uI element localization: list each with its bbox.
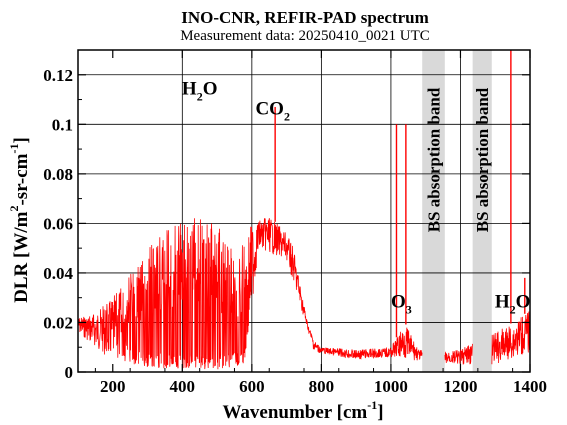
y-tick-label-2: 0.04 bbox=[43, 264, 73, 283]
x-tick-label-5: 1200 bbox=[443, 377, 477, 396]
x-axis-label: Wavenumber [cm-1] bbox=[222, 398, 383, 423]
y-tick-label-3: 0.06 bbox=[43, 214, 73, 233]
annotation-3: H2O bbox=[495, 292, 531, 317]
x-tick-label-2: 600 bbox=[239, 377, 265, 396]
y-axis-label: DLR [W/m2-sr-cm-1] bbox=[7, 137, 32, 303]
chart-title: INO-CNR, REFIR-PAD spectrum bbox=[181, 8, 429, 27]
spectrum-trace bbox=[77, 50, 531, 370]
x-tick-label-4: 1000 bbox=[374, 377, 408, 396]
annotation-1: CO2 bbox=[255, 98, 290, 123]
band-label-1: BS absorption band bbox=[473, 87, 492, 232]
y-tick-label-5: 0.1 bbox=[52, 115, 73, 134]
y-tick-label-0: 0 bbox=[65, 363, 74, 382]
y-tick-label-4: 0.08 bbox=[43, 165, 73, 184]
spectrum-line bbox=[77, 218, 531, 370]
annotation-2: O3 bbox=[391, 292, 412, 317]
annotation-0: H2O bbox=[182, 79, 218, 104]
x-tick-label-1: 400 bbox=[170, 377, 196, 396]
gas-annotations: BS absorption band BS absorption band H2O C… bbox=[182, 79, 530, 317]
x-tick-label-6: 1400 bbox=[513, 377, 547, 396]
y-tick-label-1: 0.02 bbox=[43, 313, 73, 332]
axis-ticks: 200 400 600 800 1000 1200 1400 0 0.02 0.04 0.06 0.0… bbox=[43, 50, 547, 396]
absorption-bands bbox=[422, 50, 492, 372]
grid-lines bbox=[78, 50, 530, 372]
absorption-band-0 bbox=[422, 50, 445, 372]
chart-subtitle: Measurement data: 20250410_0021 UTC bbox=[180, 28, 430, 44]
x-tick-label-3: 800 bbox=[309, 377, 335, 396]
band-label-0: BS absorption band bbox=[425, 87, 444, 232]
absorption-band-1 bbox=[472, 50, 492, 372]
x-tick-label-0: 200 bbox=[100, 377, 126, 396]
y-tick-label-6: 0.12 bbox=[43, 66, 73, 85]
